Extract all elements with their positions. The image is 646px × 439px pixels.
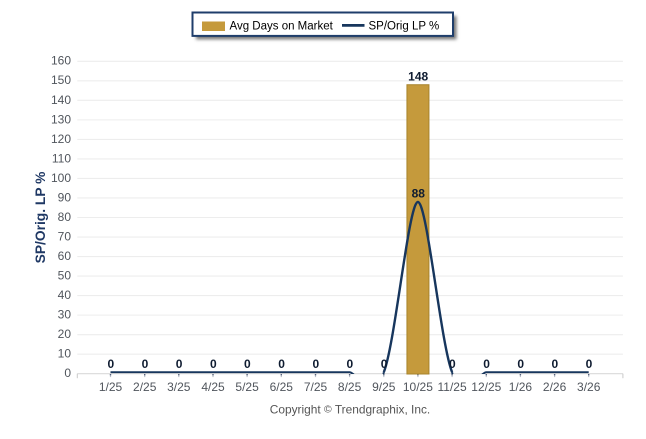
svg-text:70: 70 <box>58 229 72 243</box>
svg-text:100: 100 <box>51 171 71 185</box>
svg-text:80: 80 <box>58 210 72 224</box>
svg-text:6/25: 6/25 <box>270 380 294 394</box>
svg-text:120: 120 <box>51 132 71 146</box>
svg-text:SP/Orig. LP %: SP/Orig. LP % <box>33 172 48 264</box>
svg-text:Avg Days on Market: Avg Days on Market <box>230 21 334 33</box>
svg-text:0: 0 <box>347 357 354 371</box>
svg-text:50: 50 <box>58 268 72 282</box>
svg-text:20: 20 <box>58 327 72 341</box>
svg-text:0: 0 <box>586 357 593 371</box>
svg-text:0: 0 <box>210 357 217 371</box>
svg-text:0: 0 <box>107 357 114 371</box>
svg-text:150: 150 <box>51 73 71 87</box>
svg-text:130: 130 <box>51 112 71 126</box>
svg-text:30: 30 <box>58 308 72 322</box>
svg-text:Copyright © Trendgraphix, Inc.: Copyright © Trendgraphix, Inc. <box>270 403 430 417</box>
svg-text:4/25: 4/25 <box>201 380 225 394</box>
svg-text:140: 140 <box>51 93 71 107</box>
svg-text:5/25: 5/25 <box>235 380 259 394</box>
svg-text:160: 160 <box>51 54 71 68</box>
svg-text:9/25: 9/25 <box>372 380 396 394</box>
svg-text:0: 0 <box>381 357 388 371</box>
svg-text:12/25: 12/25 <box>471 380 501 394</box>
svg-text:1/26: 1/26 <box>509 380 533 394</box>
svg-text:88: 88 <box>412 187 426 201</box>
svg-text:0: 0 <box>483 357 490 371</box>
svg-text:0: 0 <box>449 357 456 371</box>
svg-text:2/26: 2/26 <box>543 380 567 394</box>
svg-text:10: 10 <box>58 347 72 361</box>
svg-text:0: 0 <box>142 357 149 371</box>
svg-text:90: 90 <box>58 190 72 204</box>
svg-text:2/25: 2/25 <box>133 380 157 394</box>
svg-text:3/26: 3/26 <box>577 380 601 394</box>
svg-text:0: 0 <box>244 357 251 371</box>
svg-text:60: 60 <box>58 249 72 263</box>
svg-text:0: 0 <box>176 357 183 371</box>
svg-text:148: 148 <box>408 70 428 84</box>
svg-text:0: 0 <box>64 366 71 380</box>
svg-text:SP/Orig LP %: SP/Orig LP % <box>369 21 440 33</box>
svg-text:8/25: 8/25 <box>338 380 362 394</box>
svg-text:0: 0 <box>278 357 285 371</box>
svg-text:0: 0 <box>552 357 559 371</box>
svg-text:10/25: 10/25 <box>403 380 433 394</box>
svg-text:0: 0 <box>517 357 524 371</box>
svg-text:7/25: 7/25 <box>304 380 328 394</box>
svg-text:40: 40 <box>58 288 72 302</box>
svg-text:110: 110 <box>52 151 71 165</box>
svg-text:11/25: 11/25 <box>438 380 467 394</box>
svg-text:3/25: 3/25 <box>167 380 191 394</box>
svg-text:1/25: 1/25 <box>99 380 123 394</box>
svg-text:0: 0 <box>312 357 319 371</box>
